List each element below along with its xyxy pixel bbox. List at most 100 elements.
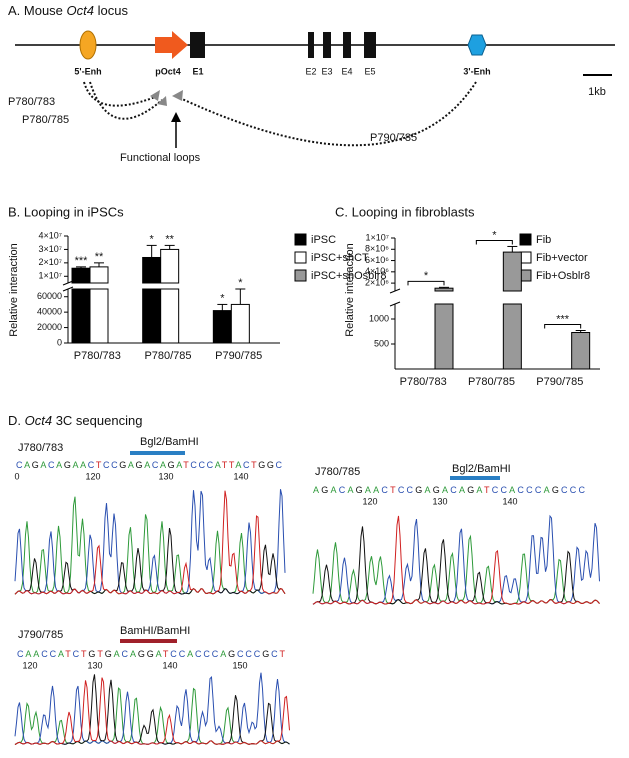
position-label: 120 (85, 471, 100, 481)
y-tick-label: 1000 (369, 313, 389, 323)
bar-upper (502, 251, 522, 292)
legend-label: iPSC (311, 234, 336, 246)
site-label: BamHI/BamHI (120, 625, 190, 637)
position-label: 150 (232, 660, 247, 670)
y-tick-upper-label: 1×10⁷ (365, 232, 389, 242)
y-tick-upper-label: 2×10⁶ (365, 277, 389, 287)
enhancer-label: 5'-Enh (74, 66, 101, 76)
position-label: 130 (87, 660, 102, 670)
arrow-head (171, 112, 181, 122)
title-part: D. (8, 413, 25, 428)
y-tick-upper-label: 2×10⁷ (38, 257, 62, 267)
bar-lower (142, 288, 162, 344)
y-tick-label: 60000 (37, 291, 62, 301)
axis-break (389, 301, 401, 307)
chromatogram-trace (14, 677, 290, 745)
sig-bracket (407, 280, 445, 286)
y-tick-upper-label: 1×10⁷ (38, 271, 62, 281)
legend-label: iPSC+shOsblr8 (311, 270, 387, 282)
legend-swatch (519, 233, 532, 246)
legend-label: Fib+vector (536, 252, 588, 264)
chart-title: B. Looping in iPSCs (8, 204, 124, 219)
loop (179, 81, 477, 147)
title-part: A. Mouse (8, 3, 67, 18)
bar-lower (71, 288, 91, 344)
axis-break (62, 286, 74, 292)
position-label: 140 (502, 496, 517, 506)
exon (190, 32, 205, 58)
position-label: 140 (162, 660, 177, 670)
exon-label: E1 (192, 66, 203, 76)
y-tick-upper-label: 6×10⁶ (365, 255, 389, 265)
y-tick-upper-label: 4×10⁶ (365, 266, 389, 276)
chromatogram-trace (14, 490, 286, 595)
position-label: 120 (22, 660, 37, 670)
loop (89, 81, 163, 120)
panel-d-title: D. Oct4 3C sequencing (8, 413, 142, 428)
promoter-arrow (155, 31, 188, 59)
loop-head (150, 90, 160, 101)
sig-label: * (220, 292, 225, 304)
y-tick-label: 500 (374, 338, 389, 348)
position-label: 140 (233, 471, 248, 481)
chromatogram-trace (14, 496, 286, 595)
sig-label: * (424, 270, 429, 282)
axis-break (389, 288, 401, 294)
chromatogram-trace (14, 672, 290, 745)
sig-bracket (475, 239, 513, 245)
position-label: 130 (158, 471, 173, 481)
position-label: 120 (362, 496, 377, 506)
position-label: 130 (432, 496, 447, 506)
title-part: 3C sequencing (52, 413, 142, 428)
loop-head (157, 96, 167, 106)
x-tick-label: P790/785 (215, 350, 262, 362)
sig-label: ** (95, 251, 104, 263)
sig-label: ** (165, 233, 174, 245)
loop-label: P780/783 (8, 96, 55, 108)
bar-lower (89, 288, 109, 344)
panel-a-title: A. Mouse Oct4 locus (8, 3, 128, 18)
chromatogram-trace (14, 687, 290, 745)
y-tick-label: 20000 (37, 322, 62, 332)
loop-label: P790/785 (370, 132, 417, 144)
sig-bracket (544, 324, 582, 329)
legend-swatch (294, 269, 307, 282)
x-tick-label: P780/785 (144, 350, 191, 362)
bar-upper (160, 248, 180, 284)
exon-label: E5 (364, 66, 375, 76)
bar (212, 310, 232, 344)
bar-upper (89, 266, 109, 284)
bar-lower (502, 303, 522, 370)
exon (364, 32, 376, 58)
sig-label: * (492, 229, 497, 241)
sig-label: * (150, 233, 155, 245)
bar-upper (71, 267, 91, 284)
site-bar (130, 451, 185, 455)
loop-head (172, 90, 183, 101)
chromatogram-trace (312, 514, 600, 605)
y-tick-label: 40000 (37, 307, 62, 317)
bar-upper (434, 287, 454, 292)
title-part: locus (94, 3, 128, 18)
scale-label: 1kb (588, 86, 606, 98)
x-tick-label: P790/785 (536, 376, 583, 388)
site-bar (450, 476, 500, 480)
site-label: Bgl2/BamHI (452, 463, 511, 475)
bar-upper (142, 256, 162, 284)
bar-lower (434, 303, 454, 370)
legend-swatch (294, 251, 307, 264)
exon-label: E3 (321, 66, 332, 76)
y-tick-upper-label: 4×10⁷ (38, 230, 62, 240)
enhancer-label: 3'-Enh (463, 66, 490, 76)
promoter-label: pOct4 (155, 66, 181, 76)
y-axis-label: Relative interaction (8, 243, 20, 337)
y-tick-label: 0 (57, 337, 62, 347)
y-tick-upper-label: 3×10⁷ (38, 244, 62, 254)
x-tick-label: P780/785 (468, 376, 515, 388)
trace-name: J790/785 (18, 629, 63, 641)
exon (343, 32, 351, 58)
axis-break (62, 280, 74, 286)
bar (230, 303, 250, 344)
